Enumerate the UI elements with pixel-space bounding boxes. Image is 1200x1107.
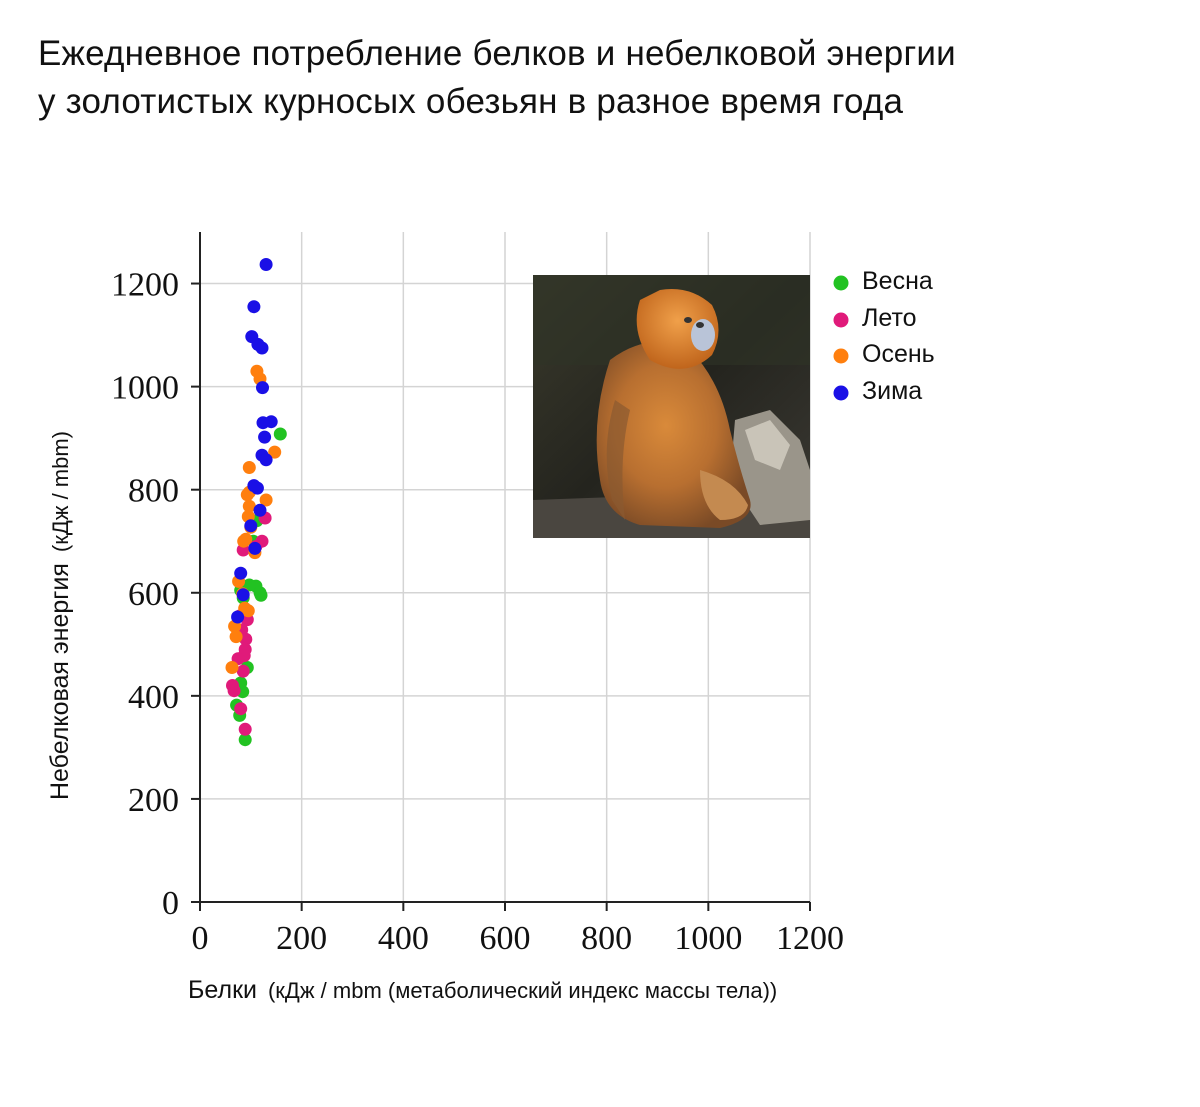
data-point — [256, 381, 269, 395]
data-point — [234, 566, 248, 580]
legend-item-osen: Осень — [833, 340, 935, 368]
legend-marker-vesna — [833, 275, 849, 291]
tick-labels: 0 200 400 600 800 1000 1200 0 200 400 600 800 1000 12… — [111, 267, 844, 957]
legend-item-zima: Зима — [833, 377, 922, 405]
x-axis-title-main: Белки — [188, 976, 257, 1004]
x-tick-label: 0 — [192, 920, 209, 957]
data-point — [229, 630, 243, 644]
legend-label-leto: Лето — [862, 304, 917, 332]
x-tick-label: 600 — [480, 920, 531, 957]
x-axis-title-unit: (кДж / mbm (метаболический индекс массы … — [268, 978, 777, 1003]
data-point — [253, 586, 267, 600]
data-point — [264, 415, 278, 429]
data-point — [231, 610, 245, 624]
data-point — [225, 661, 239, 674]
y-tick-label: 200 — [128, 782, 179, 819]
y-tick-label: 1200 — [111, 267, 179, 304]
data-point — [259, 258, 273, 271]
y-tick-label: 600 — [128, 576, 179, 613]
legend-marker-leto — [833, 312, 849, 328]
y-tick-label: 1000 — [111, 370, 179, 407]
y-tick-label: 800 — [128, 473, 179, 510]
axes — [191, 232, 811, 911]
data-point — [248, 541, 262, 555]
data-point — [227, 684, 241, 698]
data-point — [242, 499, 256, 513]
data-point — [244, 519, 258, 533]
data-points — [225, 258, 287, 747]
chart-title: Ежедневное потребление белков и небелков… — [38, 30, 1178, 126]
legend-item-leto: Лето — [833, 304, 917, 332]
legend-marker-zima — [833, 385, 849, 401]
data-point — [259, 453, 273, 467]
legend-item-vesna: Весна — [833, 267, 933, 295]
data-point — [234, 702, 248, 716]
data-point — [258, 430, 272, 444]
data-point — [239, 532, 253, 546]
legend-label-zima: Зима — [862, 377, 922, 405]
data-point — [238, 601, 252, 615]
data-point — [238, 733, 252, 747]
data-point — [240, 488, 254, 502]
y-tick-label: 0 — [162, 885, 179, 922]
legend-label-vesna: Весна — [862, 267, 933, 295]
data-point — [273, 427, 287, 441]
x-tick-label: 1000 — [674, 920, 742, 957]
x-axis-title: Белки (кДж / mbm (метаболический индекс … — [188, 976, 777, 1004]
data-point — [259, 493, 273, 507]
x-tick-label: 400 — [378, 920, 429, 957]
legend-label-osen: Осень — [862, 340, 935, 368]
data-point — [236, 588, 250, 602]
data-point — [250, 481, 264, 495]
data-point — [242, 461, 256, 474]
y-axis-title-unit: (кДж / mbm) — [48, 431, 73, 552]
legend-marker-osen — [833, 348, 849, 364]
x-tick-label: 800 — [581, 920, 632, 957]
data-point — [255, 341, 269, 355]
chart-title-line-2: у золотистых курносых обезьян в разное в… — [38, 82, 904, 121]
data-point — [268, 445, 282, 459]
chart-title-line-1: Ежедневное потребление белков и небелков… — [38, 34, 956, 73]
data-point — [236, 664, 250, 678]
x-tick-label: 1200 — [776, 920, 844, 957]
x-tick-label: 200 — [276, 920, 327, 957]
data-point — [238, 722, 252, 736]
monkey-photo — [533, 275, 810, 538]
y-axis-title: Небелковая энергия (кДж / mbm) — [46, 431, 74, 800]
legend: Весна Лето Осень Зима — [833, 267, 935, 405]
data-point — [253, 503, 267, 517]
y-tick-label: 400 — [128, 679, 179, 716]
y-axis-title-main: Небелковая энергия — [46, 563, 74, 800]
data-point — [247, 300, 261, 314]
